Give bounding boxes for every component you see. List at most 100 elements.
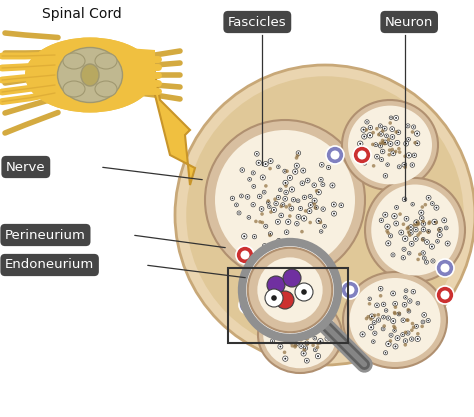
Circle shape bbox=[384, 214, 386, 216]
Circle shape bbox=[238, 212, 240, 214]
Circle shape bbox=[287, 312, 288, 314]
Circle shape bbox=[406, 218, 407, 220]
Circle shape bbox=[281, 215, 282, 216]
Circle shape bbox=[271, 207, 276, 213]
Circle shape bbox=[272, 320, 276, 324]
Circle shape bbox=[277, 333, 281, 337]
Circle shape bbox=[362, 334, 364, 335]
Circle shape bbox=[444, 226, 448, 230]
Circle shape bbox=[398, 212, 402, 216]
Circle shape bbox=[299, 206, 302, 211]
Circle shape bbox=[375, 127, 379, 131]
Circle shape bbox=[368, 297, 372, 301]
Circle shape bbox=[401, 231, 402, 234]
Circle shape bbox=[319, 230, 323, 233]
Circle shape bbox=[296, 339, 297, 340]
Circle shape bbox=[300, 246, 301, 248]
Circle shape bbox=[406, 153, 411, 158]
Circle shape bbox=[326, 146, 344, 164]
Circle shape bbox=[310, 329, 311, 330]
Circle shape bbox=[390, 135, 395, 139]
Circle shape bbox=[313, 348, 317, 352]
Circle shape bbox=[387, 138, 391, 141]
Circle shape bbox=[304, 308, 305, 309]
Circle shape bbox=[394, 150, 398, 153]
Circle shape bbox=[253, 186, 255, 187]
Circle shape bbox=[314, 337, 316, 339]
Circle shape bbox=[257, 257, 323, 323]
Circle shape bbox=[322, 184, 324, 185]
Circle shape bbox=[365, 120, 369, 124]
Circle shape bbox=[426, 195, 431, 200]
Circle shape bbox=[339, 203, 344, 208]
Circle shape bbox=[302, 306, 307, 311]
Circle shape bbox=[419, 216, 424, 221]
Circle shape bbox=[363, 162, 366, 165]
Circle shape bbox=[440, 291, 449, 299]
Circle shape bbox=[262, 190, 266, 194]
Circle shape bbox=[396, 207, 397, 208]
Circle shape bbox=[305, 347, 306, 349]
Circle shape bbox=[301, 216, 307, 221]
Circle shape bbox=[402, 162, 407, 167]
Circle shape bbox=[374, 143, 378, 147]
Circle shape bbox=[374, 303, 379, 308]
Circle shape bbox=[415, 336, 420, 342]
Ellipse shape bbox=[63, 81, 85, 97]
Circle shape bbox=[389, 116, 393, 120]
Circle shape bbox=[383, 142, 386, 146]
Circle shape bbox=[437, 233, 442, 238]
Circle shape bbox=[407, 125, 409, 127]
Circle shape bbox=[321, 164, 323, 166]
Circle shape bbox=[283, 356, 288, 361]
Circle shape bbox=[299, 245, 303, 249]
Circle shape bbox=[324, 226, 325, 227]
Circle shape bbox=[284, 171, 285, 172]
Circle shape bbox=[275, 203, 277, 204]
Circle shape bbox=[279, 188, 282, 192]
Circle shape bbox=[392, 254, 394, 256]
Circle shape bbox=[300, 181, 305, 186]
Circle shape bbox=[391, 253, 395, 257]
Circle shape bbox=[289, 177, 291, 179]
Circle shape bbox=[309, 221, 312, 224]
Circle shape bbox=[285, 169, 289, 173]
Circle shape bbox=[417, 302, 419, 304]
Circle shape bbox=[426, 261, 427, 263]
Circle shape bbox=[242, 242, 338, 338]
Circle shape bbox=[306, 360, 308, 362]
Circle shape bbox=[304, 196, 305, 198]
Circle shape bbox=[294, 344, 297, 347]
Circle shape bbox=[378, 319, 379, 321]
Circle shape bbox=[287, 324, 292, 329]
Circle shape bbox=[384, 141, 386, 143]
Circle shape bbox=[370, 127, 371, 128]
Circle shape bbox=[318, 191, 319, 193]
Text: Endoneurium: Endoneurium bbox=[5, 259, 94, 271]
Circle shape bbox=[410, 226, 412, 228]
Circle shape bbox=[389, 333, 393, 337]
Circle shape bbox=[402, 334, 403, 335]
Circle shape bbox=[265, 289, 283, 307]
Circle shape bbox=[374, 154, 379, 159]
Circle shape bbox=[421, 221, 426, 226]
Circle shape bbox=[408, 138, 409, 140]
Circle shape bbox=[276, 291, 294, 309]
Ellipse shape bbox=[342, 100, 438, 190]
Circle shape bbox=[422, 321, 424, 323]
Circle shape bbox=[236, 204, 237, 206]
Circle shape bbox=[378, 144, 383, 148]
Circle shape bbox=[292, 323, 297, 328]
Circle shape bbox=[388, 121, 392, 125]
Circle shape bbox=[410, 337, 414, 341]
Circle shape bbox=[254, 236, 255, 237]
Circle shape bbox=[364, 163, 365, 164]
Circle shape bbox=[403, 249, 405, 250]
Circle shape bbox=[410, 329, 414, 332]
Circle shape bbox=[280, 189, 281, 191]
Circle shape bbox=[402, 319, 404, 321]
Circle shape bbox=[246, 196, 248, 198]
Circle shape bbox=[283, 180, 288, 186]
Circle shape bbox=[291, 198, 296, 202]
Circle shape bbox=[383, 317, 384, 318]
